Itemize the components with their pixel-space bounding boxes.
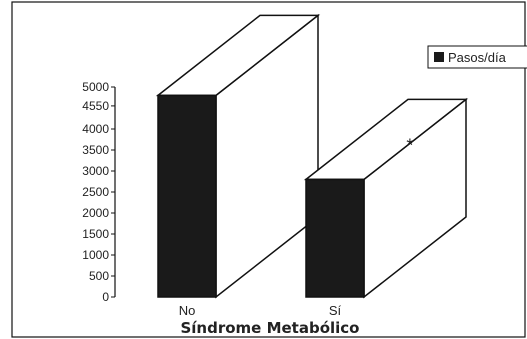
y-tick-label: 5000 [82,80,109,94]
y-tick-label: 2000 [82,206,109,220]
y-tick-label: 1500 [82,227,109,241]
y-tick-label: 2500 [82,185,109,199]
x-tick-label: No [179,303,196,318]
chart-frame [11,1,526,338]
significance-annotation: * [406,135,413,155]
bars: * [155,13,469,299]
y-tick-label: 3000 [82,164,109,178]
y-tick-label: 1000 [82,248,109,262]
y-tick-label: 4550 [82,99,109,113]
legend-swatch [434,52,444,62]
bar-front-face [305,178,365,298]
y-tick-label: 3500 [82,143,109,157]
bar [155,13,321,299]
x-axis-labels: No Sí [179,303,342,318]
bar: * [303,97,469,299]
y-tick-label: 500 [89,269,109,283]
y-tick-label: 4000 [82,122,109,136]
legend: Pasos/día [427,45,527,69]
x-axis-title: Síndrome Metabólico [180,319,359,337]
legend-box [427,45,527,69]
legend-label: Pasos/día [448,50,507,65]
bar-front-face [157,94,217,298]
x-tick-label: Sí [329,303,342,318]
y-tick-label: 0 [102,290,109,304]
